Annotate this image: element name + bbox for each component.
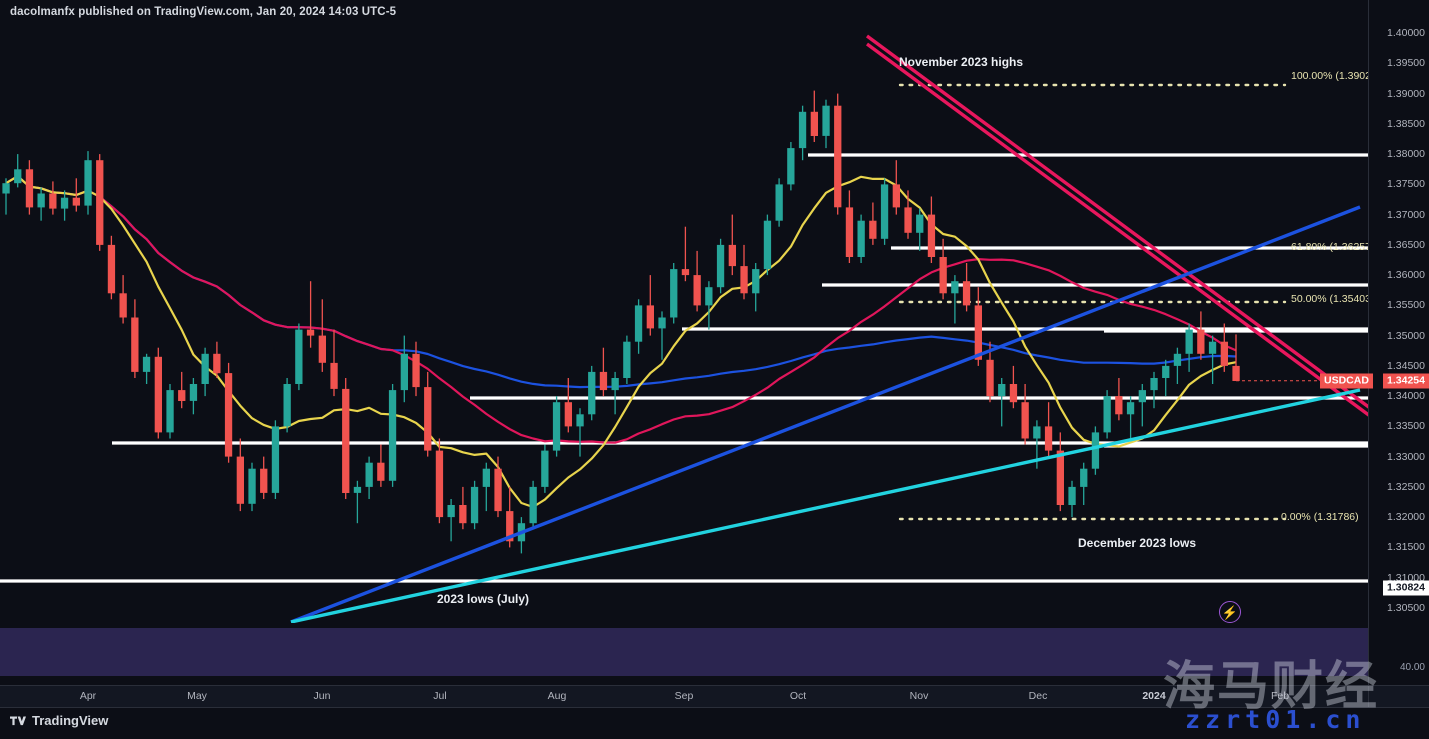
price-tick: 1.31000 [1387, 571, 1425, 584]
price-pane[interactable] [0, 18, 1368, 623]
time-tick: Aug [547, 690, 567, 702]
time-tick: Jul [433, 690, 447, 702]
price-tick: 1.32500 [1387, 480, 1425, 493]
time-tick: May [187, 690, 207, 702]
december-2023-lows: December 2023 lows [1078, 536, 1197, 550]
time-tick: Jun [313, 690, 331, 702]
price-tick: 1.37500 [1387, 178, 1425, 191]
time-tick: Sep [674, 690, 694, 702]
price-tick: 1.34500 [1387, 359, 1425, 372]
price-tick: 1.33000 [1387, 450, 1425, 463]
tradingview-mark-icon [10, 716, 26, 725]
november-2023-highs: November 2023 highs [899, 55, 1024, 69]
price-tick: 1.34000 [1387, 390, 1425, 403]
lightning-bolt-icon[interactable]: ⚡ [1219, 601, 1241, 623]
time-tick: Nov [909, 690, 929, 702]
tradingview-logo: TradingView [10, 713, 108, 728]
current-price-tag: 1.34254 [1383, 373, 1429, 389]
time-tick: Apr [79, 690, 97, 702]
time-tick: Feb [1270, 690, 1290, 702]
brand-label: TradingView [32, 713, 109, 728]
fib-000-label: 0.00% (1.31786) [1281, 511, 1359, 523]
2023-lows-july: 2023 lows (July) [437, 592, 530, 606]
time-axis-pad [1368, 685, 1429, 708]
price-tick: 1.37000 [1387, 208, 1425, 221]
symbol-price-tag: USDCAD [1320, 373, 1373, 389]
price-tick: 1.31500 [1387, 541, 1425, 554]
time-tick: 2024 [1142, 690, 1166, 702]
price-tick: 1.39500 [1387, 57, 1425, 70]
price-axis[interactable]: 1.40000 1.39500 1.39000 1.38500 1.38000 1.375… [1368, 0, 1429, 685]
price-tick: 1.40000 [1387, 27, 1425, 40]
watermark-chinese: 海马财经 [1163, 657, 1380, 717]
price-chart-svg [0, 34, 1368, 623]
price-tick: 1.35500 [1387, 299, 1425, 312]
price-tick: 1.39000 [1387, 87, 1425, 100]
fib-618-label: 61.80% (1.36257 [1291, 241, 1371, 253]
price-tick: 1.33500 [1387, 420, 1425, 433]
indicator-pane[interactable] [0, 625, 1368, 685]
indicator-level-label: 40.00 [1399, 662, 1425, 673]
price-tick: 1.38500 [1387, 117, 1425, 130]
time-tick: Oct [789, 690, 807, 702]
indicator-background [0, 628, 1368, 676]
watermark-url: zzrt01.cn [1185, 705, 1366, 734]
price-tick: 1.38000 [1387, 148, 1425, 161]
fib-500-label: 50.00% (1.35403 [1291, 293, 1371, 305]
price-tick: 1.30500 [1387, 601, 1425, 614]
publication-line: dacolmanfx published on TradingView.com,… [10, 6, 397, 18]
price-tick: 1.36500 [1387, 238, 1425, 251]
time-tick: Dec [1028, 690, 1048, 702]
price-tick: 1.36000 [1387, 269, 1425, 282]
time-axis[interactable]: Apr May Jun Jul Aug Sep Oct Nov Dec 2024 Feb [0, 685, 1368, 708]
support-price-tag: 1.30824 [1383, 580, 1429, 596]
fib-100-label: 100.00% (1.3902 [1291, 70, 1371, 82]
price-tick: 1.35000 [1387, 329, 1425, 342]
price-tick: 1.32000 [1387, 511, 1425, 524]
